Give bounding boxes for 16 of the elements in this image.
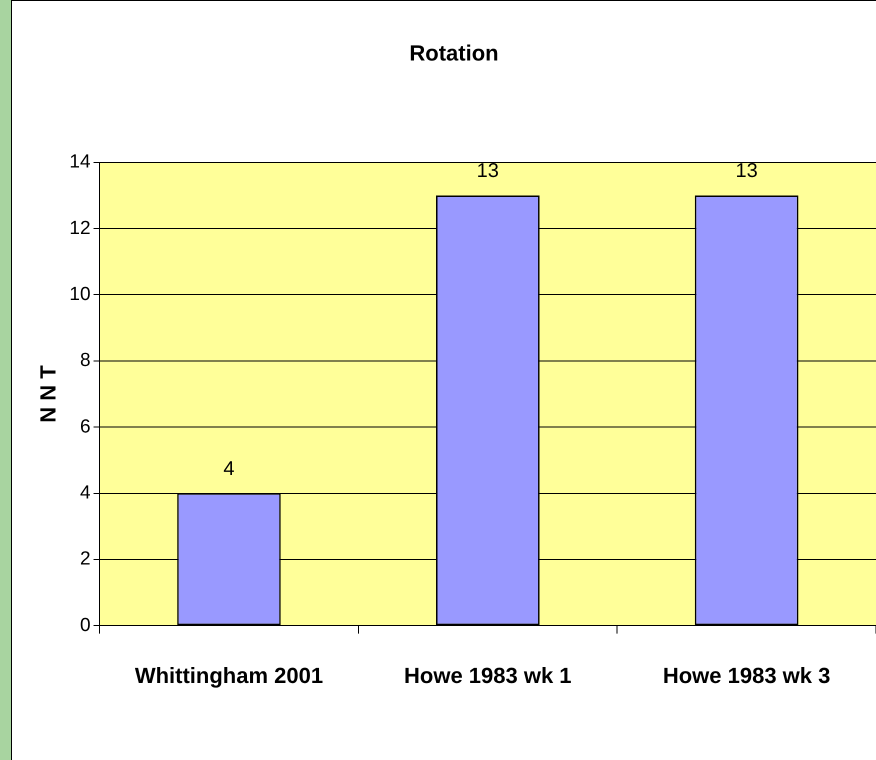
y-tick-label: 6 (80, 416, 91, 438)
x-tick-label: Howe 1983 wk 1 (404, 662, 572, 688)
y-tick-label: 0 (80, 614, 91, 636)
y-tick-label: 2 (80, 548, 91, 570)
y-tick-label: 12 (69, 218, 91, 239)
x-tick-label: Howe 1983 wk 3 (662, 662, 830, 688)
y-axis-title: N N T (35, 364, 60, 423)
data-label: 13 (735, 160, 758, 182)
y-tick-label: 8 (80, 350, 91, 372)
y-tick-label: 4 (80, 482, 91, 504)
data-label: 13 (476, 160, 499, 182)
y-tick-label: 14 (69, 152, 91, 173)
x-tick-label: Whittingham 2001 (134, 662, 324, 688)
chart-title: Rotation (409, 40, 499, 66)
y-tick-label: 10 (69, 284, 91, 305)
data-label: 4 (223, 458, 235, 480)
